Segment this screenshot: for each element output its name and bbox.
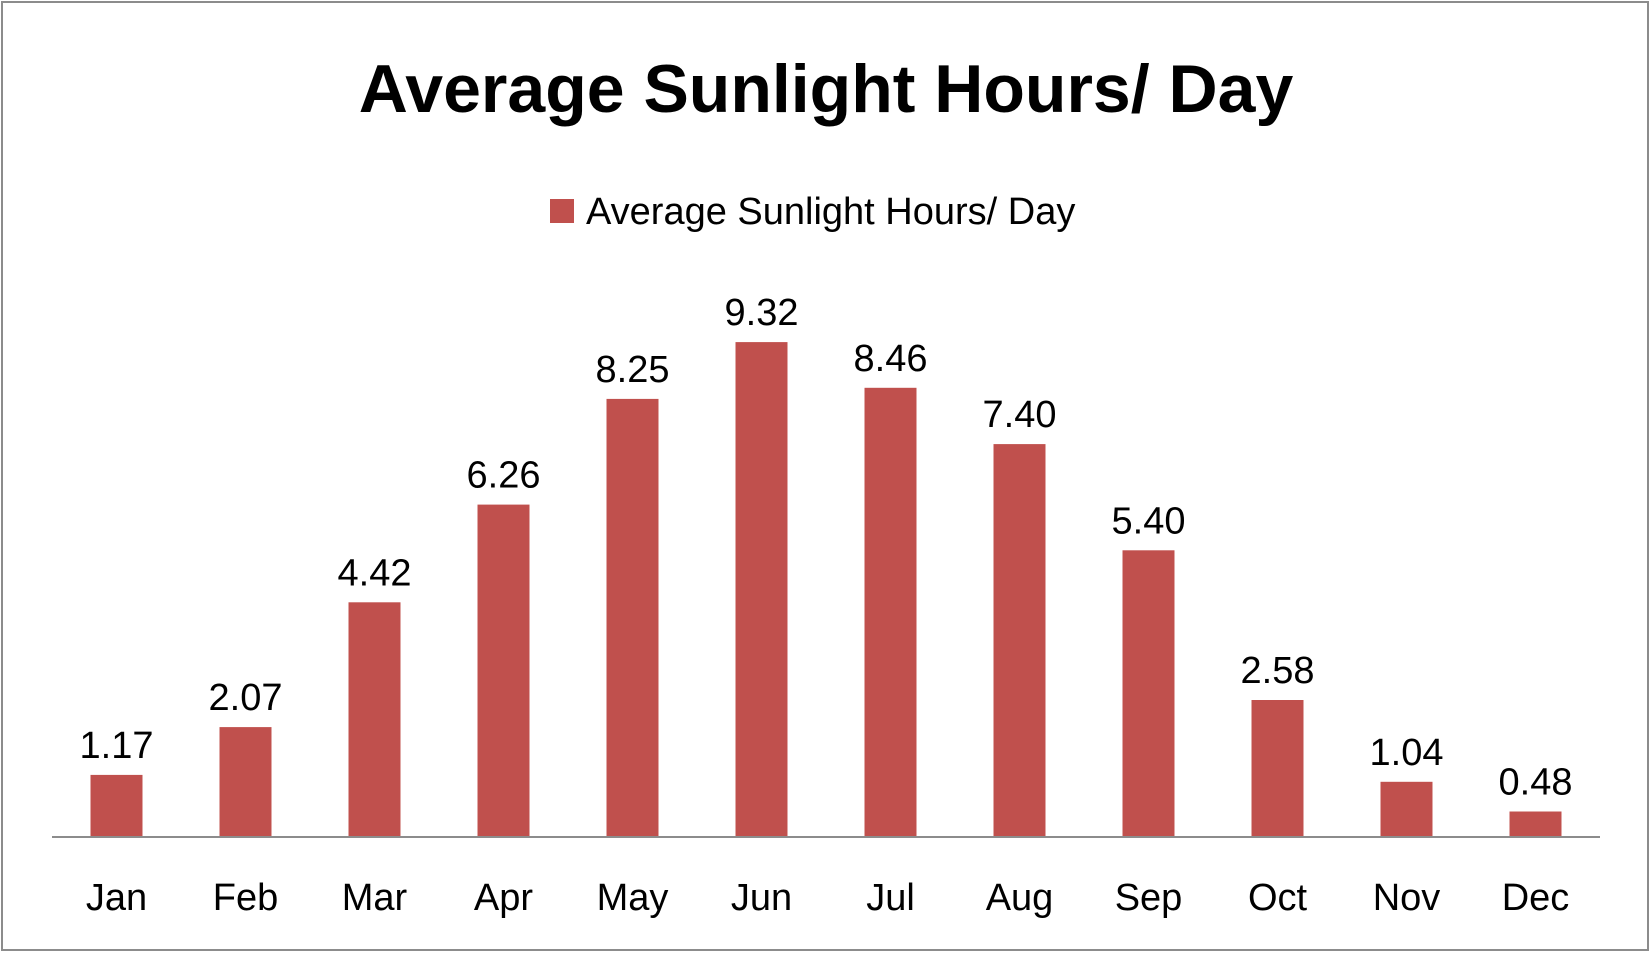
data-label-feb: 2.07 bbox=[209, 677, 283, 719]
bar-apr bbox=[477, 504, 530, 837]
bar-feb bbox=[219, 727, 272, 837]
x-tick-label-jun: Jun bbox=[731, 877, 792, 919]
x-tick-label-sep: Sep bbox=[1115, 877, 1183, 919]
data-label-apr: 6.26 bbox=[467, 455, 541, 497]
bar-may bbox=[606, 398, 659, 837]
data-label-jul: 8.46 bbox=[854, 338, 928, 380]
bar-jun bbox=[735, 342, 788, 837]
data-label-jan: 1.17 bbox=[80, 725, 154, 767]
bar-jul bbox=[864, 387, 917, 837]
data-label-mar: 4.42 bbox=[338, 552, 412, 594]
data-labels-group: 1.17 2.07 4.42 6.26 8.25 9.32 8.46 7.40 5.40 2.58… bbox=[80, 292, 1573, 803]
data-label-sep: 5.40 bbox=[1112, 500, 1186, 542]
data-label-oct: 2.58 bbox=[1241, 650, 1315, 692]
legend-swatch bbox=[550, 199, 574, 223]
x-tick-label-jul: Jul bbox=[866, 877, 915, 919]
bars-group bbox=[90, 342, 1562, 837]
bar-oct bbox=[1251, 700, 1304, 837]
bar-sep bbox=[1122, 550, 1175, 837]
bar-dec bbox=[1509, 811, 1562, 837]
data-label-dec: 0.48 bbox=[1499, 762, 1573, 804]
x-tick-label-feb: Feb bbox=[213, 877, 278, 919]
x-tick-label-mar: Mar bbox=[342, 877, 408, 919]
x-tick-label-nov: Nov bbox=[1373, 877, 1441, 919]
x-tick-label-oct: Oct bbox=[1248, 877, 1308, 919]
bar-mar bbox=[348, 602, 401, 837]
data-label-nov: 1.04 bbox=[1370, 732, 1444, 774]
data-label-may: 8.25 bbox=[596, 349, 670, 391]
data-label-jun: 9.32 bbox=[725, 292, 799, 334]
x-tick-label-apr: Apr bbox=[474, 877, 533, 919]
x-tick-label-dec: Dec bbox=[1502, 877, 1570, 919]
legend-entry-label: Average Sunlight Hours/ Day bbox=[586, 191, 1075, 233]
chart-title: Average Sunlight Hours/ Day bbox=[359, 51, 1294, 127]
x-tick-label-may: May bbox=[597, 877, 669, 919]
x-tick-label-aug: Aug bbox=[986, 877, 1054, 919]
bar-aug bbox=[993, 444, 1046, 837]
x-tick-label-jan: Jan bbox=[86, 877, 147, 919]
legend: Average Sunlight Hours/ Day bbox=[550, 191, 1075, 233]
bar-nov bbox=[1380, 781, 1433, 837]
bar-jan bbox=[90, 774, 143, 837]
x-tick-labels-group: Jan Feb Mar Apr May Jun Jul Aug Sep Oct Nov Dec bbox=[86, 877, 1569, 919]
data-label-aug: 7.40 bbox=[983, 394, 1057, 436]
